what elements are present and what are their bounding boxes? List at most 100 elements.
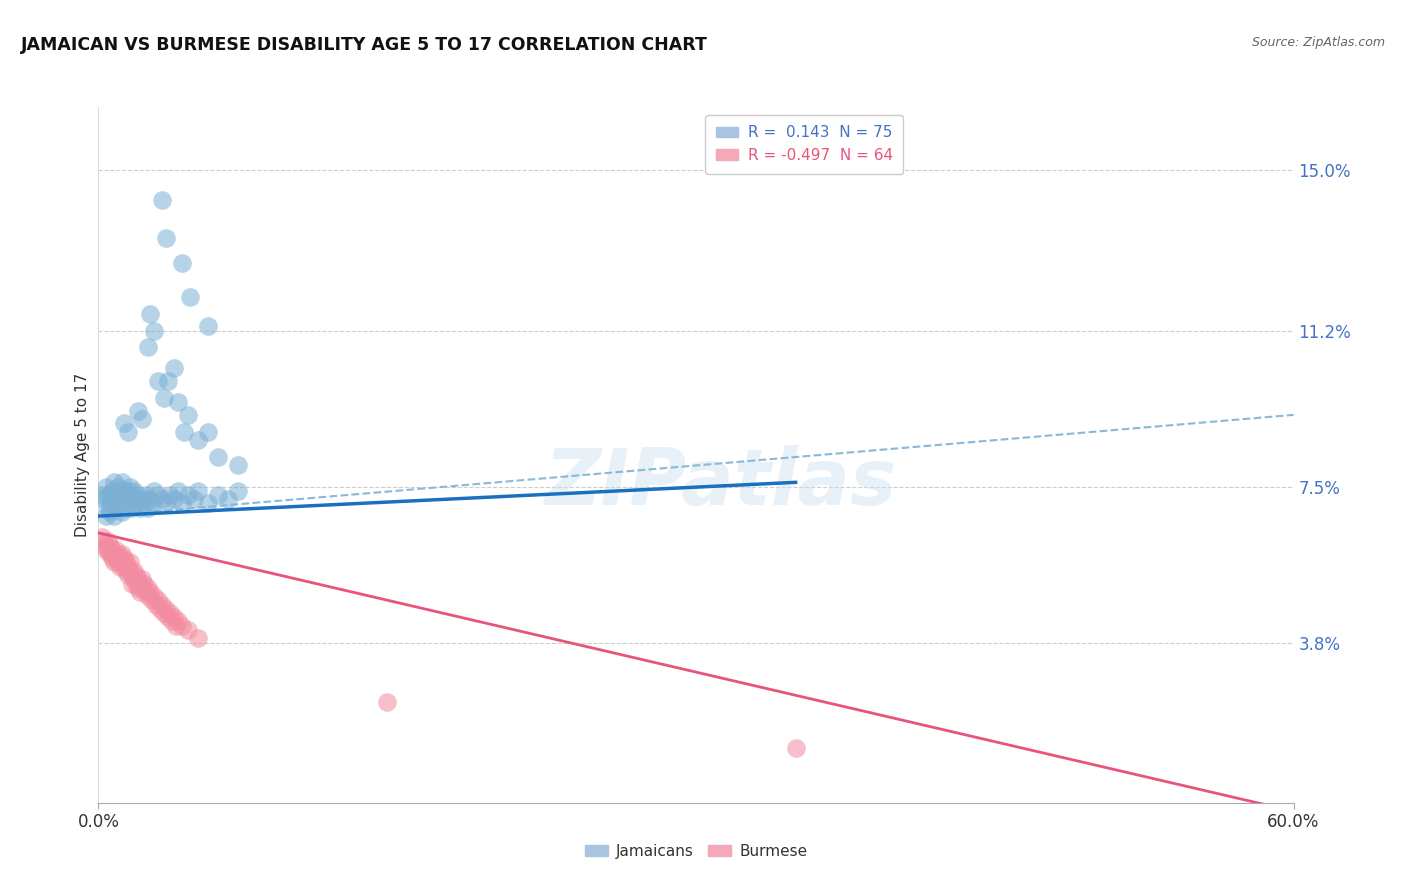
- Point: [187, 632, 209, 646]
- Point: [129, 585, 152, 599]
- Point: [177, 408, 200, 422]
- Point: [115, 488, 138, 502]
- Point: [124, 564, 146, 578]
- Point: [129, 576, 152, 591]
- Point: [172, 256, 194, 270]
- Point: [117, 559, 139, 574]
- Point: [159, 488, 181, 502]
- Point: [148, 374, 170, 388]
- Point: [141, 496, 163, 510]
- Point: [103, 556, 125, 570]
- Point: [121, 500, 143, 515]
- Point: [183, 492, 205, 507]
- Point: [93, 534, 115, 549]
- Point: [110, 483, 132, 498]
- Point: [111, 556, 134, 570]
- Point: [111, 505, 134, 519]
- Point: [131, 412, 153, 426]
- Point: [149, 602, 172, 616]
- Point: [135, 585, 157, 599]
- Point: [150, 492, 173, 507]
- Point: [139, 307, 162, 321]
- Point: [167, 483, 190, 498]
- Point: [197, 319, 219, 334]
- Point: [153, 606, 176, 620]
- Point: [187, 483, 209, 498]
- Point: [167, 395, 190, 409]
- Point: [117, 496, 139, 510]
- Point: [105, 500, 128, 515]
- Point: [148, 488, 170, 502]
- Point: [112, 551, 135, 566]
- Point: [107, 479, 129, 493]
- Point: [139, 585, 162, 599]
- Point: [136, 581, 159, 595]
- Point: [111, 547, 134, 561]
- Point: [103, 475, 125, 490]
- Point: [187, 433, 209, 447]
- Point: [98, 547, 122, 561]
- Point: [143, 324, 166, 338]
- Point: [101, 483, 124, 498]
- Point: [197, 425, 219, 439]
- Point: [148, 593, 170, 607]
- Point: [150, 598, 173, 612]
- Text: ZIPatlas: ZIPatlas: [544, 445, 896, 521]
- Point: [96, 509, 118, 524]
- Point: [134, 496, 156, 510]
- Point: [143, 483, 166, 498]
- Point: [785, 741, 807, 756]
- Point: [101, 551, 124, 566]
- Point: [103, 509, 125, 524]
- Point: [120, 564, 142, 578]
- Point: [127, 572, 149, 586]
- Point: [226, 458, 249, 473]
- Point: [136, 500, 159, 515]
- Point: [207, 450, 229, 464]
- Point: [134, 576, 156, 591]
- Point: [157, 374, 180, 388]
- Point: [107, 547, 129, 561]
- Point: [97, 542, 120, 557]
- Point: [127, 488, 149, 502]
- Point: [105, 542, 128, 557]
- Point: [97, 500, 120, 515]
- Point: [93, 492, 115, 507]
- Point: [197, 496, 219, 510]
- Point: [115, 500, 138, 515]
- Point: [121, 568, 143, 582]
- Point: [97, 534, 120, 549]
- Point: [131, 492, 153, 507]
- Point: [165, 618, 187, 632]
- Point: [112, 417, 135, 431]
- Point: [101, 542, 124, 557]
- Point: [179, 290, 201, 304]
- Point: [98, 539, 122, 553]
- Point: [167, 615, 190, 629]
- Point: [124, 572, 146, 586]
- Point: [121, 492, 143, 507]
- Point: [125, 576, 148, 591]
- Point: [97, 488, 120, 502]
- Point: [110, 492, 132, 507]
- Point: [155, 602, 177, 616]
- Point: [136, 340, 159, 354]
- Point: [125, 568, 148, 582]
- Point: [177, 488, 200, 502]
- Point: [112, 559, 135, 574]
- Point: [136, 589, 159, 603]
- Point: [96, 539, 118, 553]
- Point: [207, 488, 229, 502]
- Point: [117, 568, 139, 582]
- Point: [375, 695, 398, 709]
- Point: [117, 425, 139, 439]
- Point: [121, 576, 143, 591]
- Point: [96, 542, 118, 557]
- Point: [157, 610, 180, 624]
- Point: [112, 483, 135, 498]
- Point: [125, 496, 148, 510]
- Point: [131, 572, 153, 586]
- Point: [160, 615, 183, 629]
- Point: [91, 530, 114, 544]
- Point: [111, 475, 134, 490]
